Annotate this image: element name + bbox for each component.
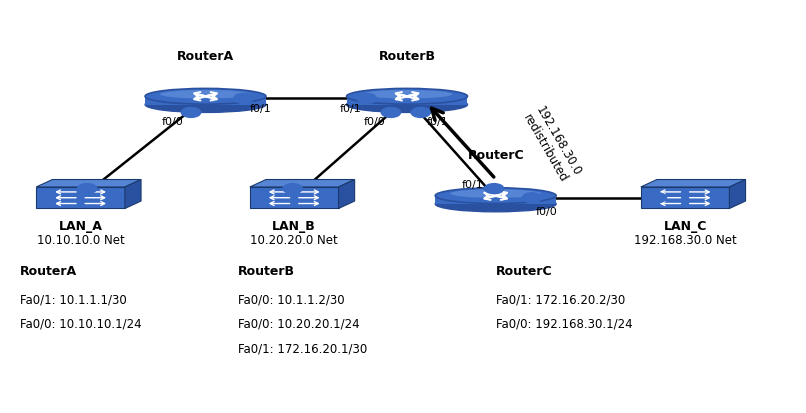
Circle shape bbox=[181, 108, 201, 118]
Polygon shape bbox=[125, 180, 141, 209]
Text: LAN_C: LAN_C bbox=[663, 220, 707, 233]
Text: LAN_B: LAN_B bbox=[272, 220, 316, 233]
Text: RouterA: RouterA bbox=[177, 50, 234, 63]
Text: RouterB: RouterB bbox=[379, 50, 435, 63]
Circle shape bbox=[234, 94, 253, 104]
Text: LAN_A: LAN_A bbox=[59, 220, 102, 233]
Text: 10.10.10.0 Net: 10.10.10.0 Net bbox=[37, 233, 124, 246]
Polygon shape bbox=[36, 188, 125, 209]
Text: f0/0: f0/0 bbox=[536, 206, 558, 216]
Text: Fa0/1: 172.16.20.1/30: Fa0/1: 172.16.20.1/30 bbox=[238, 342, 367, 355]
Polygon shape bbox=[641, 180, 746, 188]
Ellipse shape bbox=[451, 190, 541, 198]
Circle shape bbox=[283, 184, 302, 194]
Text: f0/0: f0/0 bbox=[364, 116, 385, 126]
Text: RouterC: RouterC bbox=[496, 264, 552, 277]
Polygon shape bbox=[435, 196, 556, 204]
Text: 192.168.30.0 Net: 192.168.30.0 Net bbox=[634, 233, 737, 246]
Text: Fa0/0: 10.20.20.1/24: Fa0/0: 10.20.20.1/24 bbox=[238, 317, 359, 330]
Polygon shape bbox=[641, 188, 729, 209]
Ellipse shape bbox=[435, 197, 556, 212]
Text: f0/1: f0/1 bbox=[250, 104, 272, 114]
Text: RouterC: RouterC bbox=[467, 149, 524, 162]
Circle shape bbox=[484, 184, 504, 194]
Polygon shape bbox=[339, 180, 355, 209]
Circle shape bbox=[647, 193, 667, 203]
Text: f0/1: f0/1 bbox=[462, 180, 484, 190]
Text: f0/1: f0/1 bbox=[339, 104, 361, 114]
Circle shape bbox=[77, 184, 97, 194]
Polygon shape bbox=[347, 97, 467, 105]
Text: Fa0/1: 172.16.20.2/30: Fa0/1: 172.16.20.2/30 bbox=[496, 292, 625, 305]
Text: 192.168.30.0
redistributed: 192.168.30.0 redistributed bbox=[520, 104, 584, 185]
Text: RouterA: RouterA bbox=[20, 264, 77, 277]
Circle shape bbox=[357, 94, 376, 104]
Text: f0/1: f0/1 bbox=[427, 116, 449, 126]
Text: Fa0/0: 10.1.1.2/30: Fa0/0: 10.1.1.2/30 bbox=[238, 292, 344, 305]
Text: 10.20.20.0 Net: 10.20.20.0 Net bbox=[251, 233, 338, 246]
Polygon shape bbox=[145, 97, 266, 105]
Text: f0/0: f0/0 bbox=[162, 116, 184, 126]
Circle shape bbox=[522, 193, 542, 203]
Polygon shape bbox=[36, 180, 141, 188]
Ellipse shape bbox=[435, 188, 556, 204]
Polygon shape bbox=[250, 180, 355, 188]
Ellipse shape bbox=[145, 97, 266, 113]
Ellipse shape bbox=[362, 91, 452, 99]
Polygon shape bbox=[250, 188, 339, 209]
Text: Fa0/0: 192.168.30.1/24: Fa0/0: 192.168.30.1/24 bbox=[496, 317, 633, 330]
Text: Fa0/0: 10.10.10.1/24: Fa0/0: 10.10.10.1/24 bbox=[20, 317, 142, 330]
Ellipse shape bbox=[347, 89, 467, 105]
Text: RouterB: RouterB bbox=[238, 264, 295, 277]
Polygon shape bbox=[729, 180, 746, 209]
Circle shape bbox=[381, 108, 401, 118]
Circle shape bbox=[411, 108, 430, 118]
Ellipse shape bbox=[145, 89, 266, 105]
Ellipse shape bbox=[347, 97, 467, 113]
Text: Fa0/1: 10.1.1.1/30: Fa0/1: 10.1.1.1/30 bbox=[20, 292, 127, 305]
Ellipse shape bbox=[160, 91, 251, 99]
